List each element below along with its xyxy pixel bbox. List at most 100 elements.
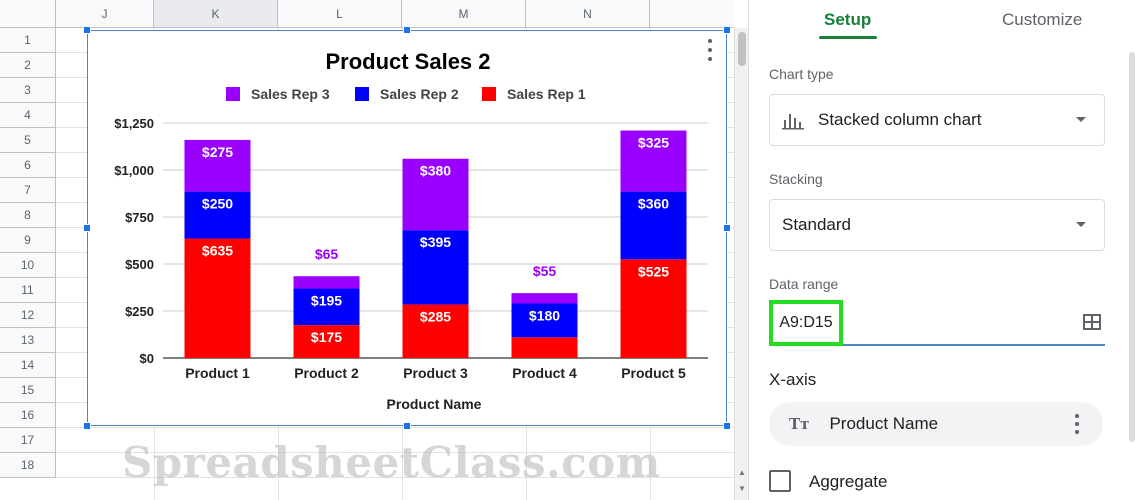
chevron-down-icon	[1076, 222, 1086, 227]
data-label: $380	[420, 163, 451, 179]
resize-handle-top-right[interactable]	[723, 26, 731, 34]
spreadsheet-grid: J K L M N 1 2 3 4 5 6 7 8 9 10 11 12 13 14 15 16 17 18 Sp…	[0, 0, 748, 500]
data-range-input[interactable]: A9:D15	[769, 300, 843, 346]
bar-3-sales-rep-1	[402, 304, 469, 358]
resize-handle-bottom-right[interactable]	[723, 422, 731, 430]
legend-label-2: Sales Rep 2	[380, 86, 459, 102]
x-tick-label: Product 4	[512, 365, 577, 381]
bar-1-sales-rep-1	[184, 238, 251, 358]
row-header-13[interactable]: 13	[0, 328, 56, 353]
bar-1-sales-rep-3	[184, 139, 251, 192]
y-tick-label: $0	[140, 351, 154, 366]
stacking-value: Standard	[782, 215, 851, 234]
row-header-3[interactable]: 3	[0, 78, 56, 103]
row-header-18[interactable]: 18	[0, 453, 56, 478]
bar-4-sales-rep-1	[511, 337, 578, 358]
chart-editor-panel: Setup Customize Chart type Stacked colum…	[748, 0, 1140, 500]
scrollbar-thumb[interactable]	[738, 32, 746, 66]
panel-scrollbar-thumb[interactable]	[1129, 52, 1135, 442]
resize-handle-top[interactable]	[403, 26, 411, 34]
y-tick-label: $250	[125, 304, 154, 319]
column-header-next[interactable]	[650, 0, 734, 28]
x-tick-label: Product 2	[294, 365, 359, 381]
column-header-l[interactable]: L	[278, 0, 402, 28]
row-header-8[interactable]: 8	[0, 203, 56, 228]
row-header-9[interactable]: 9	[0, 228, 56, 253]
resize-handle-top-left[interactable]	[83, 26, 91, 34]
data-label: $180	[529, 307, 560, 323]
column-header-j[interactable]: J	[56, 0, 154, 28]
data-label: $395	[420, 234, 451, 250]
bar-5-sales-rep-2	[620, 191, 687, 260]
data-label: $285	[420, 308, 451, 324]
data-label: $250	[202, 196, 233, 212]
data-label: $325	[638, 135, 669, 151]
x-axis-value: Product Name	[829, 414, 939, 433]
tab-customize[interactable]: Customize	[1002, 10, 1083, 29]
column-header-k[interactable]: K	[154, 0, 278, 28]
row-header-11[interactable]: 11	[0, 278, 56, 303]
chevron-down-icon	[1076, 117, 1086, 122]
x-tick-label: Product 5	[621, 365, 686, 381]
row-header-2[interactable]: 2	[0, 53, 56, 78]
y-tick-label: $500	[125, 257, 154, 272]
stacked-column-chart: Product Sales 2 Sales Rep 3 Sales Rep 2 Sal…	[114, 49, 708, 412]
data-label: $360	[638, 196, 669, 212]
bar-2-sales-rep-3	[293, 276, 360, 289]
row-header-10[interactable]: 10	[0, 253, 56, 278]
legend-swatch-3	[226, 87, 240, 101]
x-axis-section-title: X-axis	[769, 370, 817, 389]
row-header-4[interactable]: 4	[0, 103, 56, 128]
row-header-17[interactable]: 17	[0, 428, 56, 453]
resize-handle-bottom[interactable]	[403, 422, 411, 430]
aggregate-checkbox[interactable]	[769, 470, 791, 492]
text-type-icon: Tт	[789, 415, 810, 433]
bar-1-sales-rep-2	[184, 191, 251, 239]
x-tick-label: Product 1	[185, 365, 250, 381]
scroll-down-arrow-icon[interactable]: ▼	[738, 484, 746, 493]
bar-5-sales-rep-1	[620, 259, 687, 358]
bar-2-sales-rep-2	[293, 288, 360, 326]
data-label: $65	[315, 246, 339, 262]
data-range-label: Data range	[769, 276, 839, 292]
resize-handle-left[interactable]	[83, 224, 91, 232]
chart-title: Product Sales 2	[325, 49, 490, 74]
legend-label-3: Sales Rep 3	[251, 86, 330, 102]
x-axis-title: Product Name	[387, 396, 482, 412]
row-header-7[interactable]: 7	[0, 178, 56, 203]
chart-type-dropdown[interactable]: Stacked column chart	[769, 94, 1105, 146]
bar-2-sales-rep-1	[293, 325, 360, 358]
tab-setup[interactable]: Setup	[824, 10, 872, 29]
column-header-n[interactable]: N	[526, 0, 650, 28]
select-all-corner[interactable]	[0, 0, 56, 28]
x-axis-chip[interactable]: Tт Product Name	[769, 402, 1103, 446]
select-range-grid-icon[interactable]	[1083, 314, 1101, 330]
sheet-vertical-scrollbar[interactable]: ▲ ▼	[734, 28, 748, 500]
aggregate-label: Aggregate	[809, 472, 888, 491]
data-label: $195	[311, 292, 342, 308]
chart-container[interactable]: Product Sales 2 Sales Rep 3 Sales Rep 2 Sal…	[87, 30, 727, 426]
bar-5-sales-rep-3	[620, 130, 687, 192]
row-header-14[interactable]: 14	[0, 353, 56, 378]
row-header-1[interactable]: 1	[0, 28, 56, 53]
resize-handle-bottom-left[interactable]	[83, 422, 91, 430]
column-header-m[interactable]: M	[402, 0, 526, 28]
more-options-icon[interactable]	[1075, 414, 1079, 434]
watermark: SpreadsheetClass.com	[122, 438, 661, 487]
chart-type-label: Chart type	[769, 66, 834, 82]
row-header-16[interactable]: 16	[0, 403, 56, 428]
panel-scrollbar[interactable]	[1127, 44, 1137, 500]
bar-4-sales-rep-3	[511, 293, 578, 304]
row-header-12[interactable]: 12	[0, 303, 56, 328]
active-tab-indicator	[819, 36, 877, 39]
scroll-up-arrow-icon[interactable]: ▲	[738, 468, 746, 477]
row-header-6[interactable]: 6	[0, 153, 56, 178]
resize-handle-right[interactable]	[723, 224, 731, 232]
legend-swatch-2	[355, 87, 369, 101]
row-header-15[interactable]: 15	[0, 378, 56, 403]
data-range-field[interactable]: A9:D15	[769, 300, 1105, 346]
chart-menu-icon[interactable]	[706, 39, 714, 61]
row-header-5[interactable]: 5	[0, 128, 56, 153]
stacking-dropdown[interactable]: Standard	[769, 199, 1105, 251]
data-label: $55	[533, 263, 557, 279]
